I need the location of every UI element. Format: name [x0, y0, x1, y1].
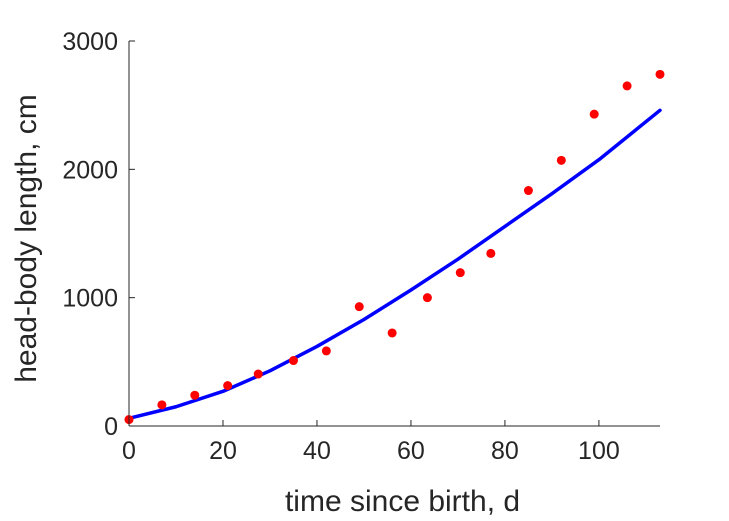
axes	[128, 41, 660, 427]
data-point	[622, 81, 632, 91]
data-point	[321, 346, 331, 356]
data-point	[288, 356, 298, 366]
x-tick-label: 80	[491, 437, 519, 465]
data-point	[223, 381, 233, 391]
fit-curve	[127, 108, 662, 421]
data-point	[387, 328, 397, 338]
x-tick-label: 60	[397, 437, 425, 465]
data-point	[486, 248, 496, 258]
data-point	[589, 109, 599, 119]
data-point	[556, 155, 566, 165]
data-point	[354, 302, 364, 312]
x-tick-label: 0	[122, 437, 136, 465]
y-tick-label: 2000	[62, 156, 118, 184]
data-point	[523, 186, 533, 196]
data-point	[190, 390, 200, 400]
y-tick-label: 3000	[62, 28, 118, 56]
data-point	[157, 400, 167, 410]
data-layer	[124, 69, 665, 425]
y-tick-label: 0	[104, 413, 118, 441]
data-point	[455, 268, 465, 278]
y-tick-label: 1000	[62, 285, 118, 313]
data-point	[422, 293, 432, 303]
data-point	[253, 369, 263, 379]
data-point	[655, 69, 665, 79]
y-axis-title: head-body length, cm	[10, 94, 43, 383]
x-tick-label: 100	[578, 437, 620, 465]
x-tick-label: 40	[303, 437, 331, 465]
x-tick-label: 20	[209, 437, 237, 465]
x-axis-title: time since birth, d	[285, 485, 520, 518]
